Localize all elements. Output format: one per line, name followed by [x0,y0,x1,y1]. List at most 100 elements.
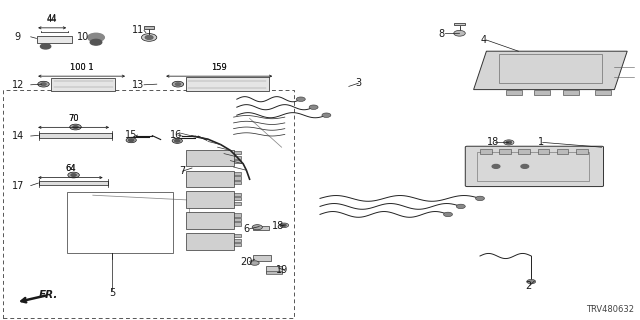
Circle shape [172,81,184,87]
Bar [234,172,241,175]
Text: 5: 5 [109,288,115,298]
Text: FR.: FR. [38,290,58,300]
Circle shape [282,224,286,226]
Bar [563,90,579,95]
Text: 64: 64 [65,164,76,173]
Bar [67,192,173,253]
Circle shape [175,140,180,142]
Bar [518,149,530,154]
Bar [499,149,511,154]
Circle shape [296,97,305,101]
Bar [37,36,72,43]
Bar [234,218,241,221]
Circle shape [68,172,79,178]
Bar [186,233,234,250]
Text: 8: 8 [438,28,445,39]
Bar [234,234,241,237]
Polygon shape [474,51,627,90]
Bar [454,23,465,25]
Text: 12: 12 [12,80,24,90]
Circle shape [41,83,46,85]
Circle shape [252,225,262,230]
Text: 100 1: 100 1 [70,63,93,72]
Bar [144,26,154,29]
Circle shape [456,204,465,209]
Bar [266,266,282,273]
Bar [234,193,241,196]
Bar [480,149,492,154]
Bar [595,90,611,95]
Circle shape [90,39,102,45]
Circle shape [172,138,182,143]
Circle shape [145,36,153,39]
Bar [477,152,589,181]
Text: 70: 70 [68,114,79,123]
Text: 19: 19 [275,265,288,276]
Bar [51,78,115,91]
Circle shape [309,105,318,109]
Circle shape [175,83,180,85]
Circle shape [322,113,331,117]
Text: 18: 18 [272,220,285,231]
Bar [499,54,602,83]
Circle shape [71,174,76,176]
Bar [506,90,522,95]
Bar [38,133,113,138]
Bar [186,77,269,91]
Text: 100 1: 100 1 [70,63,93,72]
Circle shape [454,30,465,36]
Text: 4: 4 [480,35,486,45]
Circle shape [506,141,511,144]
Text: TRV480632: TRV480632 [586,305,634,314]
Circle shape [492,164,500,168]
Text: 3: 3 [355,78,362,88]
Text: 9: 9 [15,32,21,42]
Bar [186,150,234,166]
Bar [186,212,234,229]
Bar [557,149,568,154]
Bar [186,191,234,208]
Circle shape [521,164,529,168]
Circle shape [73,126,78,128]
Bar [186,171,234,187]
Circle shape [527,279,536,284]
Text: 159: 159 [211,63,227,72]
Circle shape [250,261,259,265]
Circle shape [504,140,514,145]
Circle shape [88,33,104,42]
Circle shape [38,81,49,87]
Text: 159: 159 [211,63,227,72]
Text: 64: 64 [65,164,76,173]
Text: 2: 2 [525,281,531,292]
Text: 17: 17 [12,180,24,191]
Bar [40,181,108,185]
Bar [234,202,241,205]
Text: 13: 13 [131,80,144,90]
Text: 44: 44 [47,15,58,24]
Bar [576,149,588,154]
Bar [253,255,271,261]
Circle shape [70,124,81,130]
FancyBboxPatch shape [465,146,604,187]
Circle shape [40,44,51,49]
Circle shape [280,223,289,228]
Bar [534,90,550,95]
Text: 70: 70 [68,114,79,123]
Text: 16: 16 [170,130,182,140]
Circle shape [444,212,452,217]
Bar [266,271,282,274]
Bar [253,226,269,230]
Bar [234,176,241,180]
Bar [234,156,241,159]
Bar [234,160,241,163]
Text: 11: 11 [131,25,144,36]
Bar [234,151,241,154]
Text: 15: 15 [125,130,138,140]
Circle shape [141,34,157,41]
Text: 44: 44 [47,14,58,23]
Bar [234,197,241,200]
Bar [234,213,241,217]
Bar [234,181,241,184]
Text: 14: 14 [12,131,24,141]
Bar [3,90,294,318]
